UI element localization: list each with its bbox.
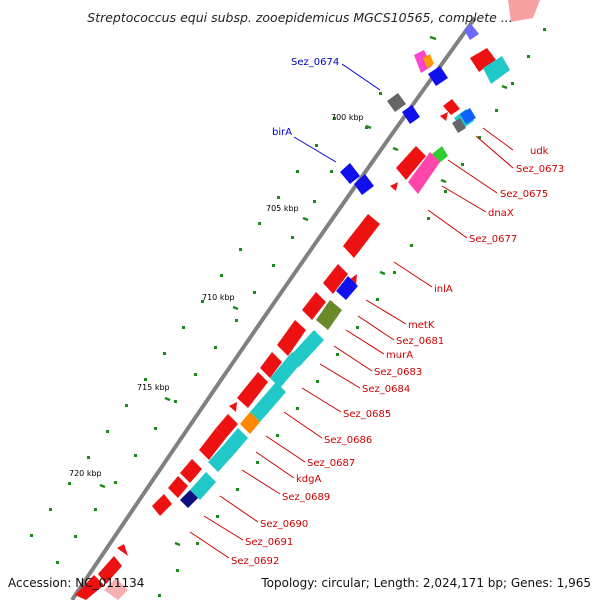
gene-label-metk: metK xyxy=(408,320,435,331)
gene-label-sez0684: Sez_0684 xyxy=(362,384,410,395)
left-gene-labels: Sez_0674 birA xyxy=(272,57,339,138)
tick-label-700: 700 kbp xyxy=(331,113,364,122)
gene-gray-udk xyxy=(452,118,466,133)
gene-red-udk xyxy=(443,99,460,115)
outer-dot-row-left xyxy=(56,92,382,564)
gene-label-sez0675: Sez_0675 xyxy=(500,189,548,200)
gene-blue-sez0674 xyxy=(402,105,420,124)
gene-red-kdga xyxy=(216,414,238,438)
gene-olive-sez0681 xyxy=(316,300,342,330)
gene-red-sez0684 xyxy=(260,352,282,378)
right-gene-labels: udk Sez_0673 Sez_0675 dnaX Sez_0677 inlA… xyxy=(231,146,564,567)
gene-cyan-top-right xyxy=(483,56,510,84)
gene-red-bottom-1 xyxy=(75,575,104,600)
gene-red-sez0677 xyxy=(343,214,380,258)
gene-pink-dnax xyxy=(408,152,440,194)
genome-backbone xyxy=(70,16,477,600)
gene-label-bira: birA xyxy=(272,127,292,138)
dash-marks xyxy=(99,35,508,547)
scale-ticks: 700 kbp 705 kbp 710 kbp 715 kbp 720 kbp xyxy=(69,113,364,478)
gene-label-sez0691: Sez_0691 xyxy=(245,537,293,548)
tick-label-715: 715 kbp xyxy=(137,383,170,392)
gene-redarrow-sez0685 xyxy=(229,402,237,412)
gene-faded-bottom xyxy=(104,578,128,600)
gene-red-sez0691 xyxy=(152,494,172,516)
gene-label-sez0681: Sez_0681 xyxy=(396,336,444,347)
gene-red-top-right xyxy=(470,48,496,72)
gene-label-sez0673: Sez_0673 xyxy=(516,164,564,175)
dot-row-right xyxy=(158,28,546,597)
tick-label-720: 720 kbp xyxy=(69,469,102,478)
gene-redarrow-bottom xyxy=(117,544,128,556)
gene-red-sez0687 xyxy=(199,428,226,460)
gene-label-inla: inlA xyxy=(434,284,453,295)
tick-label-710: 710 kbp xyxy=(202,293,235,302)
far-dot-row-left xyxy=(30,117,336,537)
gene-redarrow-udk xyxy=(440,112,448,121)
genes xyxy=(75,0,540,600)
gene-label-sez0689: Sez_0689 xyxy=(282,492,330,503)
gene-label-sez0690: Sez_0690 xyxy=(260,519,308,530)
gene-label-sez0687: Sez_0687 xyxy=(307,458,355,469)
gene-blue-bira-1 xyxy=(340,163,360,184)
gene-redarrow-dnax xyxy=(390,182,398,191)
gene-label-dnax: dnaX xyxy=(488,208,514,219)
accession-text: Accession: NC_011134 xyxy=(8,576,145,590)
gene-label-mura: murA xyxy=(386,350,413,361)
gene-blue-inla xyxy=(336,276,358,300)
gene-navy-sez0690 xyxy=(180,490,198,508)
gene-top-lavender xyxy=(464,24,479,40)
genome-summary-text: Topology: circular; Length: 2,024,171 bp… xyxy=(261,576,591,590)
gene-red-inla xyxy=(323,264,348,294)
gene-red-mura xyxy=(277,320,306,356)
gene-label-sez0674: Sez_0674 xyxy=(291,57,339,68)
gene-red-sez0675 xyxy=(396,146,426,180)
gene-red-sez0685 xyxy=(237,372,268,408)
gene-label-sez0692: Sez_0692 xyxy=(231,556,279,567)
gene-orange-small xyxy=(423,54,434,68)
genome-title: Streptococcus equi subsp. zooepidemicus … xyxy=(87,10,513,25)
gene-label-sez0686: Sez_0686 xyxy=(324,435,372,446)
gene-label-sez0685: Sez_0685 xyxy=(343,409,391,420)
gene-red-bottom-2 xyxy=(98,556,122,584)
gene-redarrow-inla xyxy=(349,274,357,285)
gene-cyan-sez0684 xyxy=(270,352,302,388)
label-lines xyxy=(189,63,514,559)
gene-red-metk xyxy=(302,292,326,320)
gene-red-sez0689-b xyxy=(168,476,188,498)
gene-gray-sez0674 xyxy=(387,93,406,112)
gene-orange-sez0686 xyxy=(240,412,260,434)
gene-cyan-kdga xyxy=(208,440,238,472)
gene-red-sez0689-a xyxy=(180,459,202,483)
gene-label-udk: udk xyxy=(530,146,549,157)
gene-label-kdga: kdgA xyxy=(296,474,321,485)
gene-blue-upper xyxy=(428,66,448,86)
gene-blue-udk xyxy=(460,108,476,124)
gene-cyan-sez0685 xyxy=(250,382,286,422)
gene-top-faded xyxy=(508,0,540,22)
tick-label-705: 705 kbp xyxy=(266,204,299,213)
gene-blue-bira-2 xyxy=(354,174,374,195)
gene-label-sez0683: Sez_0683 xyxy=(374,367,422,378)
gene-cyan-sez0690 xyxy=(190,472,216,500)
gene-label-sez0677: Sez_0677 xyxy=(469,234,517,245)
